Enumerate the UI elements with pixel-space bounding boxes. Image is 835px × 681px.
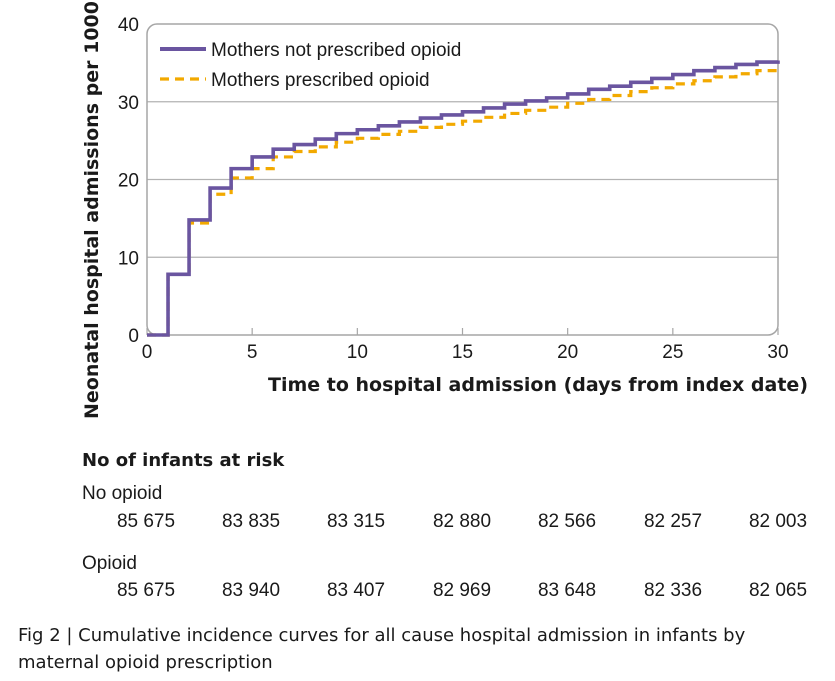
series-layer: [147, 60, 780, 337]
risk-cell: 85 675: [116, 511, 176, 532]
chart: 0 10 20 30 40 0 5 10 15 20 25 30 Time to hospital a…: [81, 1, 808, 419]
series-line-prescribed: [147, 67, 780, 337]
risk-cell: 83 315: [326, 511, 386, 532]
y-tick-label: 10: [118, 248, 139, 269]
y-tick-label: 30: [118, 93, 139, 114]
risk-cell: 82 969: [432, 580, 492, 601]
legend: Mothers not prescribed opioid Mothers pr…: [160, 40, 461, 91]
plot-frame: [146, 23, 779, 336]
risk-table-heading: No of infants at risk: [82, 450, 285, 471]
y-tick-label: 20: [118, 171, 139, 192]
y-tick-label: 40: [118, 15, 139, 36]
x-tick-label: 25: [662, 342, 683, 363]
x-tick-label: 10: [347, 342, 368, 363]
tick-labels: 0 10 20 30 40 0 5 10 15 20 25 30: [118, 15, 789, 363]
x-tick-label: 20: [557, 342, 578, 363]
risk-cell: 82 257: [643, 511, 703, 532]
risk-cell: 83 835: [221, 511, 281, 532]
risk-cell: 83 407: [326, 580, 386, 601]
risk-cell: 82 880: [432, 511, 492, 532]
x-tick-label: 0: [142, 342, 153, 363]
risk-cell: 82 065: [748, 580, 808, 601]
grid-lines: [146, 101, 779, 335]
risk-cell: 83 648: [537, 580, 597, 601]
figure-caption: Fig 2 | Cumulative incidence curves for …: [18, 625, 746, 673]
risk-group-label-no-opioid: No opioid: [82, 483, 163, 504]
x-tick-label: 15: [452, 342, 473, 363]
legend-label-not-prescribed: Mothers not prescribed opioid: [211, 40, 461, 61]
series-line-not-prescribed: [147, 60, 780, 337]
y-axis-title: Neonatal hospital admissions per 1000: [81, 1, 103, 419]
risk-cell: 83 940: [221, 580, 281, 601]
x-axis-title: Time to hospital admission (days from in…: [268, 374, 808, 396]
risk-row-no-opioid: 85 675 83 835 83 315 82 880 82 566 82 25…: [0, 511, 835, 537]
risk-cell: 82 336: [643, 580, 703, 601]
risk-cell: 82 003: [748, 511, 808, 532]
legend-label-prescribed: Mothers prescribed opioid: [211, 70, 430, 91]
x-tick-label: 30: [767, 342, 788, 363]
risk-cell: 82 566: [537, 511, 597, 532]
risk-cell: 85 675: [116, 580, 176, 601]
risk-row-opioid: 85 675 83 940 83 407 82 969 83 648 82 33…: [0, 580, 835, 606]
x-tick-label: 5: [247, 342, 258, 363]
y-tick-label: 0: [128, 326, 139, 347]
risk-group-label-opioid: Opioid: [82, 553, 137, 574]
